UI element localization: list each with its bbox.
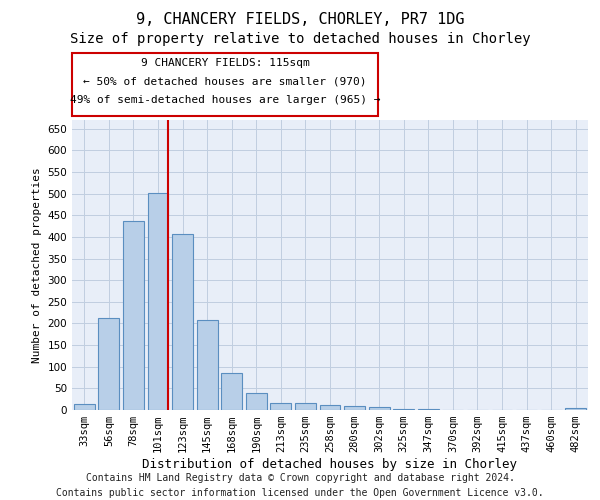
Text: 9 CHANCERY FIELDS: 115sqm: 9 CHANCERY FIELDS: 115sqm — [140, 58, 310, 68]
X-axis label: Distribution of detached houses by size in Chorley: Distribution of detached houses by size … — [143, 458, 517, 471]
Bar — [123, 222, 144, 410]
Bar — [172, 234, 193, 410]
Text: Size of property relative to detached houses in Chorley: Size of property relative to detached ho… — [70, 32, 530, 46]
Bar — [246, 393, 267, 410]
Bar — [393, 408, 414, 410]
Bar — [418, 409, 439, 410]
Bar — [197, 320, 218, 410]
Text: Contains HM Land Registry data © Crown copyright and database right 2024.
Contai: Contains HM Land Registry data © Crown c… — [56, 472, 544, 498]
Y-axis label: Number of detached properties: Number of detached properties — [32, 167, 42, 363]
Bar — [221, 373, 242, 410]
Bar — [368, 408, 389, 410]
Text: ← 50% of detached houses are smaller (970): ← 50% of detached houses are smaller (97… — [83, 76, 367, 86]
Bar — [74, 404, 95, 410]
Text: 49% of semi-detached houses are larger (965) →: 49% of semi-detached houses are larger (… — [70, 95, 380, 105]
Bar — [271, 402, 292, 410]
Bar — [148, 192, 169, 410]
Bar — [344, 406, 365, 410]
Bar — [320, 405, 340, 410]
Bar — [98, 318, 119, 410]
Bar — [565, 408, 586, 410]
Bar — [295, 403, 316, 410]
Text: 9, CHANCERY FIELDS, CHORLEY, PR7 1DG: 9, CHANCERY FIELDS, CHORLEY, PR7 1DG — [136, 12, 464, 28]
